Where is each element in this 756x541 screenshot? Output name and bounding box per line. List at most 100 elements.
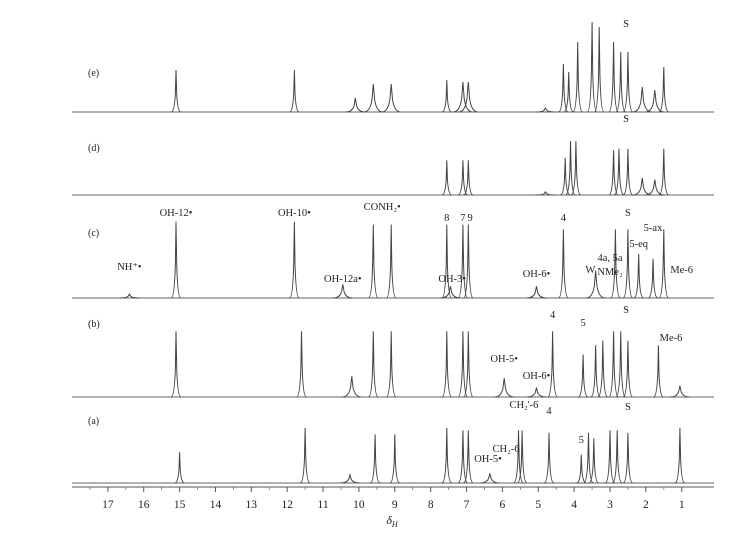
spectrum-peak	[588, 438, 599, 484]
peak-label: OH-6•	[523, 371, 551, 382]
spectrum-peak	[494, 378, 514, 398]
x-tick-label: 11	[318, 499, 329, 511]
spectrum-peak	[597, 340, 608, 398]
peak-label: Me-6	[660, 333, 683, 344]
peak-label: 5-eq	[629, 239, 648, 250]
x-tick-label: 9	[392, 499, 398, 511]
spectrum-panel: (d) S	[72, 114, 714, 196]
spectrum-peak	[622, 432, 633, 484]
spectrum-peak	[345, 97, 365, 113]
spectrum-peak	[558, 229, 569, 299]
spectrum-peak	[340, 473, 360, 484]
spectrum-peak	[441, 79, 452, 113]
peak-label: 4	[561, 213, 567, 224]
spectrum-peak	[300, 427, 311, 484]
spectrum-peak	[171, 69, 181, 113]
spectrum-peak	[296, 331, 307, 398]
spectrum-peak	[586, 21, 598, 113]
spectrum-peak	[463, 430, 474, 484]
x-tick-label: 12	[281, 499, 293, 511]
spectrum-peak	[333, 284, 353, 299]
spectrum-peak	[608, 41, 619, 113]
spectrum-peak	[513, 430, 524, 484]
peak-label: OH-5•	[474, 454, 502, 465]
x-tick-label: 7	[464, 499, 470, 511]
x-axis-label: δH	[386, 513, 399, 529]
spectrum-peak	[615, 51, 626, 113]
spectrum-peak	[615, 331, 626, 398]
spectrum-peak	[535, 106, 556, 113]
spectrum-peak	[585, 270, 606, 299]
spectrum-peak	[458, 81, 478, 113]
spectrum-peak	[578, 354, 589, 398]
peak-label: S	[625, 402, 631, 413]
spectrum-peak	[610, 229, 621, 299]
spectrum-peak	[572, 41, 583, 113]
spectrum-peak	[632, 178, 652, 196]
spectrum-peak	[622, 229, 633, 299]
spectrum-peak	[565, 141, 576, 196]
x-tick-label: 1	[679, 499, 685, 511]
spectrum-peak	[622, 148, 633, 196]
x-tick-label: 17	[102, 499, 114, 511]
spectrum-panel: (e) S	[72, 19, 714, 113]
spectrum-peak	[526, 387, 547, 398]
spectrum-peak	[526, 286, 547, 299]
spectrum-peak	[622, 51, 633, 113]
x-tick-label: 16	[138, 499, 150, 511]
spectrum-peak	[570, 141, 581, 196]
spectrum-peak	[633, 253, 644, 299]
x-tick-label: 10	[353, 499, 365, 511]
peak-label: OH-10•	[278, 208, 311, 219]
x-tick-label: 14	[210, 499, 222, 511]
spectrum-peak	[535, 191, 556, 196]
spectrum-peak	[614, 148, 624, 196]
spectrum-peak	[441, 331, 452, 398]
spectrum-peak	[463, 331, 474, 398]
peak-label: 4	[550, 310, 556, 321]
peak-label: OH-5•	[490, 354, 518, 365]
spectrum-peak	[590, 345, 601, 398]
spectrum-peak	[368, 331, 379, 398]
spectrum-panel: (c) NH⁺• OH-12• OH-10• OH-12a• CONH₂• 8 7 9 OH-3•…	[72, 202, 714, 299]
panel-label: (d)	[88, 143, 100, 154]
spectrum-peak	[517, 430, 528, 484]
spectrum-panel: (b) 4 5 S OH-5• OH-6• Me-6	[72, 305, 714, 398]
x-axis: 17 16 15 14 13 12 11 10 9 8 7 6 5 4 3 2 1 δH	[72, 486, 714, 529]
spectrum-peak	[576, 454, 587, 484]
peak-label: NH⁺•	[117, 262, 142, 273]
spectrum-peak	[547, 331, 558, 398]
spectrum-peak	[612, 430, 623, 484]
spectrum-peak	[174, 452, 185, 484]
peak-label: 9	[467, 213, 472, 224]
spectrum-peak	[645, 179, 665, 196]
spectrum-peak	[658, 229, 669, 299]
spectrum-peak	[342, 376, 362, 398]
spectrum-peak	[170, 331, 182, 398]
spectrum-peak	[386, 331, 397, 398]
peak-label: CONH₂•	[364, 202, 401, 213]
spectrum-peak	[381, 83, 401, 113]
spectrum-peak	[658, 148, 669, 196]
spectrum-peak	[608, 331, 619, 398]
panel-label: (a)	[88, 416, 99, 427]
spectrum-peak	[386, 224, 397, 299]
spectrum-peak	[543, 432, 555, 484]
peak-label: 4a, 5a	[597, 253, 622, 264]
spectrum-peak	[674, 427, 685, 484]
peak-label: 5-ax	[644, 223, 663, 234]
x-tick-label: 2	[643, 499, 649, 511]
spectrum-peak	[604, 430, 616, 484]
panel-label: (c)	[88, 228, 99, 239]
peak-label: CH₂-6	[493, 444, 520, 455]
peak-label: Me-6	[670, 265, 693, 276]
x-tick-label: 15	[174, 499, 186, 511]
x-tick-label: 5	[535, 499, 541, 511]
spectrum-peak	[453, 81, 473, 113]
spectrum-peak	[363, 83, 383, 113]
panel-label: (b)	[88, 319, 100, 330]
x-tick-label: 3	[607, 499, 613, 511]
spectrum-peak	[608, 150, 619, 196]
spectrum-peak	[289, 221, 300, 299]
peak-label: W	[585, 265, 595, 276]
